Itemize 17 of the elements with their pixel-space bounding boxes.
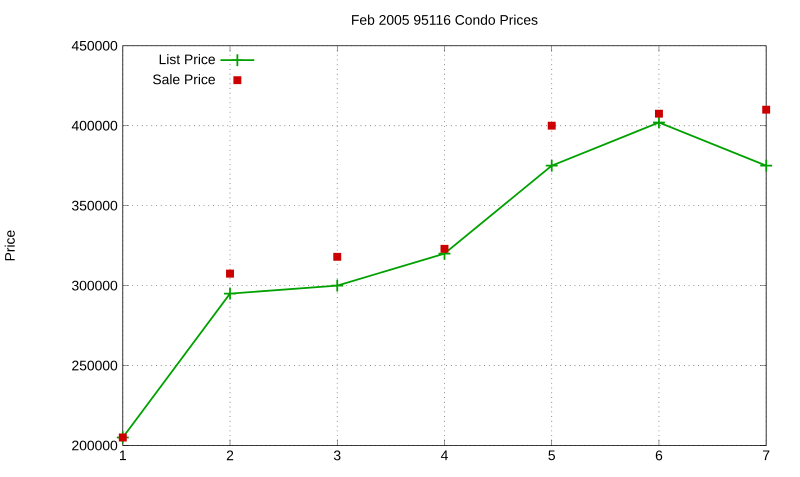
y-tick-label: 300000 <box>72 280 118 290</box>
y-tick-label: 450000 <box>72 40 118 50</box>
x-tick-label: 3 <box>334 450 340 460</box>
y-tick-label: 350000 <box>72 200 118 210</box>
y-tick-label: 250000 <box>72 360 118 370</box>
legend-label: Sale Price <box>153 74 215 84</box>
x-tick-label: 5 <box>548 450 555 460</box>
x-tick-label: 4 <box>440 450 448 460</box>
x-tick-label: 1 <box>120 450 126 460</box>
x-tick-label: 6 <box>656 450 662 460</box>
y-tick-label: 400000 <box>72 120 118 130</box>
y-tick-label: 200000 <box>72 440 118 450</box>
chart-title: Feb 2005 95116 Condo Prices <box>352 14 538 25</box>
x-tick-label: 2 <box>226 450 234 460</box>
x-tick-label: 7 <box>763 450 770 460</box>
legend-label: List Price <box>160 54 215 64</box>
y-axis-title: Price <box>4 230 15 260</box>
